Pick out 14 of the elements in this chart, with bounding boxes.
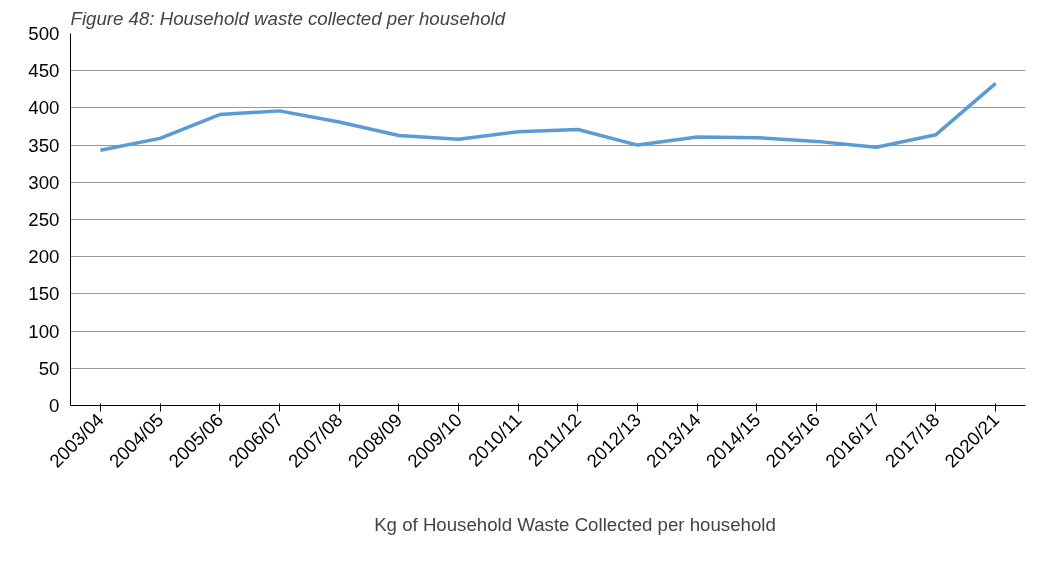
chart-title: Figure 48: Household waste collected per household [70,7,506,29]
y-tick-label: 350 [28,134,60,156]
y-tick-label: 400 [28,97,60,119]
y-tick-label: 450 [28,60,60,82]
y-tick-label: 50 [38,357,60,379]
y-tick-label: 0 [49,395,60,416]
text: Kg of Household Waste Collected per household [374,514,776,536]
y-tick-label: 300 [28,171,60,193]
line-series [98,81,998,153]
y-tick-label: 500 [28,23,60,44]
y-tick-label: 100 [28,320,60,342]
y-tick-label: 250 [28,209,60,230]
y-tick-label: 200 [28,246,60,268]
y-tick-label: 150 [28,283,60,305]
